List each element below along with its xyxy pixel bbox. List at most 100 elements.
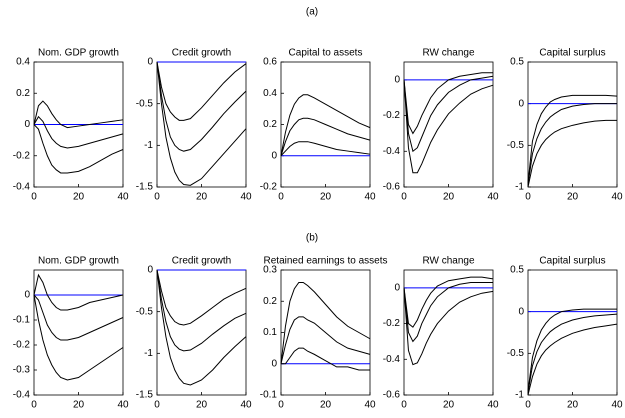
y-tick-label: -0.6 xyxy=(383,182,401,193)
line xyxy=(403,282,493,343)
x-tick-label: 40 xyxy=(364,192,376,203)
y-tick-label: -0.4 xyxy=(13,182,31,193)
x-tick-label: 20 xyxy=(443,400,455,411)
panel-label: (a) xyxy=(306,7,318,18)
chart-title: Credit growth xyxy=(172,48,231,59)
line xyxy=(156,269,247,326)
y-tick-label: -1.5 xyxy=(136,182,154,193)
y-tick-label: 0.2 xyxy=(16,88,30,99)
x-tick-label: 20 xyxy=(320,400,332,411)
chart-title: Nom. GDP growth xyxy=(38,48,119,59)
y-tick-label: -0.5 xyxy=(136,98,154,109)
y-tick-label: -0.3 xyxy=(13,365,31,376)
y-tick-label: 0 xyxy=(394,74,400,85)
y-tick-label: 0.5 xyxy=(510,57,524,68)
y-tick-label: -0.4 xyxy=(383,146,401,157)
line xyxy=(527,308,617,391)
line xyxy=(33,294,124,341)
y-tick-label: 0 xyxy=(147,57,153,68)
x-tick-label: 0 xyxy=(31,192,37,203)
y-tick-label: 0.5 xyxy=(510,265,524,276)
line xyxy=(33,115,124,149)
line xyxy=(280,94,371,156)
y-tick-label: -1.5 xyxy=(136,390,154,401)
y-tick-label: 0.2 xyxy=(263,119,277,130)
x-tick-label: 0 xyxy=(154,400,160,411)
chart-title: Nom. GDP growth xyxy=(38,256,119,267)
line xyxy=(527,119,617,188)
y-tick-label: 0 xyxy=(24,119,30,130)
panel-label: (b) xyxy=(306,233,318,244)
x-tick-label: 40 xyxy=(364,400,376,411)
line xyxy=(33,294,124,381)
axes-frame xyxy=(527,269,618,396)
chart-title: Retained earnings to assets xyxy=(264,256,388,267)
line xyxy=(280,117,371,156)
axes-frame xyxy=(156,269,247,396)
y-tick-label: -0.2 xyxy=(383,318,401,329)
chart-title: Credit growth xyxy=(172,256,231,267)
y-tick-label: 0.3 xyxy=(263,265,277,276)
line xyxy=(156,269,247,386)
chart-title: Capital surplus xyxy=(539,256,605,267)
line xyxy=(403,75,494,153)
x-tick-label: 20 xyxy=(196,400,208,411)
x-tick-label: 40 xyxy=(611,192,623,203)
y-tick-label: -0.2 xyxy=(13,340,31,351)
line xyxy=(527,94,618,183)
x-tick-label: 0 xyxy=(31,400,37,411)
y-tick-label: -0.5 xyxy=(507,348,525,359)
y-tick-label: -1 xyxy=(144,140,153,151)
chart-title: Capital to assets xyxy=(289,48,363,59)
line xyxy=(527,313,618,393)
x-tick-label: 20 xyxy=(443,192,455,203)
y-tick-label: -0.2 xyxy=(383,110,401,121)
x-tick-label: 40 xyxy=(240,192,252,203)
x-tick-label: 0 xyxy=(154,192,160,203)
line xyxy=(280,141,371,157)
line xyxy=(527,323,618,396)
chart-title: Capital surplus xyxy=(539,48,605,59)
y-tick-label: -0.1 xyxy=(13,315,31,326)
y-tick-label: 0 xyxy=(24,290,30,301)
y-tick-label: -0.4 xyxy=(13,390,31,401)
line xyxy=(403,72,493,135)
x-tick-label: 20 xyxy=(567,400,579,411)
y-tick-label: -0.5 xyxy=(507,140,525,151)
x-tick-label: 20 xyxy=(196,192,208,203)
line xyxy=(156,61,247,152)
axes-frame xyxy=(33,269,124,396)
line xyxy=(403,287,494,366)
axes-frame xyxy=(403,61,494,188)
x-tick-label: 40 xyxy=(487,400,499,411)
chart-title: RW change xyxy=(422,256,475,267)
y-tick-label: -0.1 xyxy=(260,390,278,401)
y-tick-label: 0.2 xyxy=(263,296,277,307)
axes-frame xyxy=(403,269,494,396)
line xyxy=(281,347,370,371)
line xyxy=(33,124,124,174)
x-tick-label: 0 xyxy=(278,400,284,411)
line xyxy=(280,282,371,364)
y-tick-label: -1 xyxy=(144,348,153,359)
y-tick-label: -0.5 xyxy=(136,306,154,317)
axes-frame xyxy=(156,61,247,188)
x-tick-label: 0 xyxy=(401,400,407,411)
y-tick-label: 0 xyxy=(518,98,524,109)
y-tick-label: -0.4 xyxy=(383,354,401,365)
y-tick-label: 0 xyxy=(394,282,400,293)
y-tick-label: 0 xyxy=(271,358,277,369)
line xyxy=(403,276,494,328)
line xyxy=(156,61,247,186)
y-tick-label: 0.6 xyxy=(263,57,277,68)
y-tick-label: 0 xyxy=(518,306,524,317)
y-tick-label: 0 xyxy=(147,265,153,276)
x-tick-label: 40 xyxy=(611,400,623,411)
line xyxy=(156,269,247,352)
x-tick-label: 0 xyxy=(525,192,531,203)
y-tick-label: 0.1 xyxy=(263,327,277,338)
line xyxy=(527,103,617,185)
x-tick-label: 40 xyxy=(487,192,499,203)
